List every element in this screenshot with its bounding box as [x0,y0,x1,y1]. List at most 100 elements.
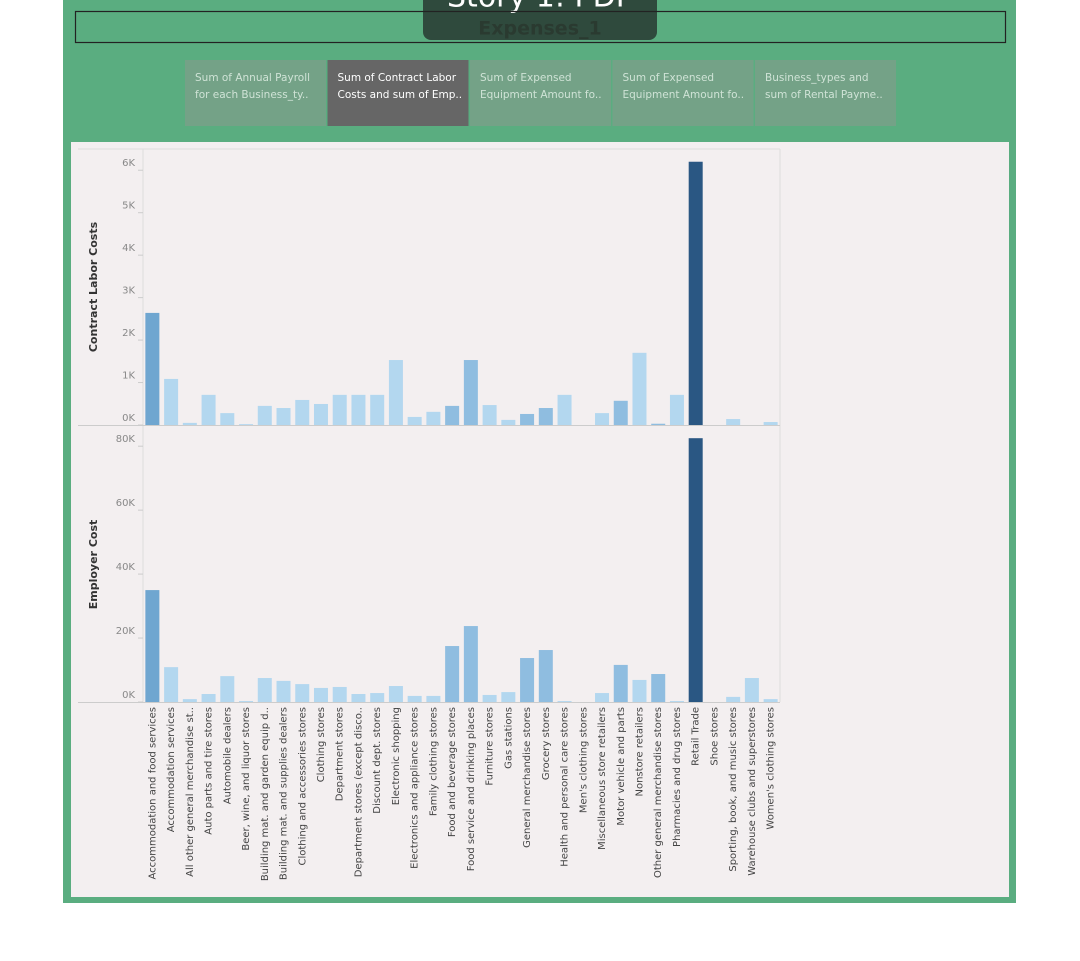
bar [501,692,516,702]
bar [145,590,160,702]
bar [351,394,366,425]
tab-background [185,60,326,126]
y-tick-label: 20K [116,626,136,637]
bar [426,411,441,425]
sheet-title-box [74,10,1007,44]
y-tick-label: 80K [116,434,136,445]
bar [257,678,272,702]
bar [370,394,385,425]
bar [613,664,628,702]
tab-background [612,60,754,126]
bar [239,424,254,425]
bar [164,667,179,702]
tab-label: Equipment Amount fo.. [480,89,602,101]
bar [295,684,310,702]
tab-label: sum of Rental Payme.. [765,89,883,101]
dashboard [71,142,1009,897]
bar [313,687,328,702]
sheet-title: Expenses_1 [478,18,601,40]
x-tick-label: Shoe stores [709,707,720,766]
tab-label: Costs and sum of Emp.. [338,89,463,101]
x-tick-label: Clothing and accessories stores [297,707,308,866]
bar [388,686,403,702]
bar [164,378,179,425]
x-tick-label: Department stores (except disco.. [353,707,364,877]
tab[interactable]: Sum of Expensed Equipment Amount fo.. [612,60,754,126]
bar [463,360,478,425]
bar [426,695,441,702]
x-tick-label: Men's clothing stores [578,707,589,813]
x-tick-label: Clothing stores [316,707,327,782]
x-tick-label: Other general merchandise stores [653,707,664,878]
x-tick-label: Beer, wine, and liquor stores [241,707,252,851]
tab-label: Sum of Expensed [480,72,572,84]
bar [557,701,572,702]
tab[interactable]: Business_types and sum of Rental Payme.. [755,60,896,126]
tab-background [755,60,896,126]
x-tick-label: Health and personal care stores [560,707,571,867]
y-tick-label: 0K [122,413,135,424]
x-tick-label: Sporting, book, and music stores [728,707,739,872]
bar [651,674,666,702]
bar [332,686,347,702]
bar [220,413,235,425]
x-tick-label: Building mat. and supplies dealers [279,707,290,880]
charts: 0K 1K 2K 3K 4K 5K 6K Contract Labor Costs 0K 20K 4… [78,148,781,881]
x-tick-label: Motor vehicle and parts [616,707,627,826]
bar [726,419,741,425]
x-tick-label: Accommodation and food services [147,707,158,880]
bar [726,696,741,702]
bar [445,646,460,702]
x-tick-label: Auto parts and tire stores [204,707,215,835]
y-tick-label: 40K [116,562,136,573]
chart: 0K 20K 40K 60K 80K Employer Cost Accommodation… [78,434,780,881]
bar [407,695,422,702]
y-tick-label: 3K [122,286,135,297]
bar [276,408,291,425]
tabs: Sum of Annual Payroll for each Business_t… [185,60,896,126]
bar [463,626,478,702]
x-tick-label: Retail Trade [691,707,702,766]
y-tick-label: 5K [122,201,135,212]
x-tick-label: Grocery stores [541,707,552,780]
bar [313,403,328,425]
bar [669,394,684,425]
bar [557,394,572,425]
x-tick-label: Electronic shopping [391,707,402,805]
x-tick-label: Pharmacies and drug stores [672,707,683,847]
bar [763,699,778,702]
bar [763,422,778,425]
bar [370,693,385,702]
y-tick-label: 4K [122,243,135,254]
bar [145,312,160,425]
y-tick-label: 60K [116,498,136,509]
bar [201,694,216,702]
tab[interactable]: Sum of Contract Labor Costs and sum of Em… [327,60,469,126]
chart: 0K 1K 2K 3K 4K 5K 6K Contract Labor Costs [78,158,780,426]
x-tick-label: Miscellaneous store retailers [597,707,608,850]
bar [613,400,628,425]
tab-label: Business_types and [765,72,869,84]
tab[interactable]: Sum of Expensed Equipment Amount fo.. [470,60,611,126]
x-tick-label: Food and beverage stores [447,707,458,837]
story-title: Story 1: PDF [447,0,633,15]
tab-label: for each Business_ty.. [195,89,309,101]
story-title-pill [423,0,657,40]
tab-label: Sum of Contract Labor [338,72,457,84]
x-tick-label: Accommodation services [166,707,177,832]
bar [388,360,403,425]
y-axis-title: Contract Labor Costs [87,221,100,352]
tab-label: Equipment Amount fo.. [623,89,745,101]
tab[interactable]: Sum of Annual Payroll for each Business_t… [185,60,326,126]
y-tick-label: 0K [122,690,135,701]
tab-background [327,60,469,126]
bar [351,694,366,702]
bar [520,658,535,702]
bar [538,650,553,702]
tab-label: Sum of Expensed [623,72,715,84]
bar [445,405,460,425]
bar [688,438,703,702]
x-tick-label: Automobile dealers [222,707,233,804]
bar [688,161,703,425]
